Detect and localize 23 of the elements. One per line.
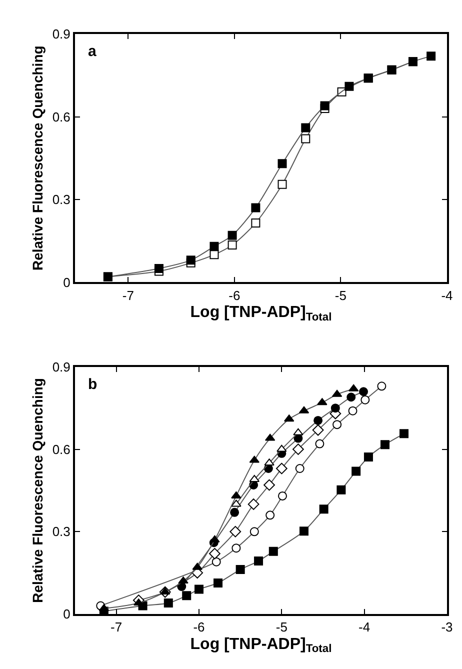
y-tick-label: 0 bbox=[63, 606, 70, 622]
y-tick-label: 0.9 bbox=[52, 359, 70, 374]
text: b bbox=[88, 376, 98, 393]
x-tick-label: -5 bbox=[276, 620, 288, 635]
text: a bbox=[88, 43, 97, 60]
y-tick-label: 0.9 bbox=[52, 26, 70, 42]
x-tick-label: -4 bbox=[441, 288, 453, 303]
y-tick-label: 0.6 bbox=[52, 442, 70, 457]
y-axis-title: Relative Fluorescence Quenching bbox=[29, 46, 46, 271]
x-axis-title: Log [TNP-ADP]$_{Total}$ bbox=[190, 304, 332, 324]
x-tick-label: -5 bbox=[334, 288, 346, 303]
x-tick-label: -6 bbox=[228, 288, 240, 303]
y-tick-label: 0.6 bbox=[52, 109, 70, 124]
y-tick-label: 0.3 bbox=[52, 524, 70, 540]
x-tick-label: -7 bbox=[122, 288, 134, 303]
y-tick-label: 0.3 bbox=[52, 192, 70, 208]
y-tick-label: 0 bbox=[63, 274, 70, 290]
x-tick-label: -7 bbox=[110, 620, 122, 635]
y-axis-title: Relative Fluorescence Quenching bbox=[29, 378, 46, 603]
x-tick-label: -4 bbox=[358, 620, 370, 635]
x-tick-label: -3 bbox=[441, 620, 453, 635]
x-axis-title: Log [TNP-ADP]$_{Total}$ bbox=[190, 636, 332, 656]
x-tick-label: -6 bbox=[193, 620, 205, 635]
